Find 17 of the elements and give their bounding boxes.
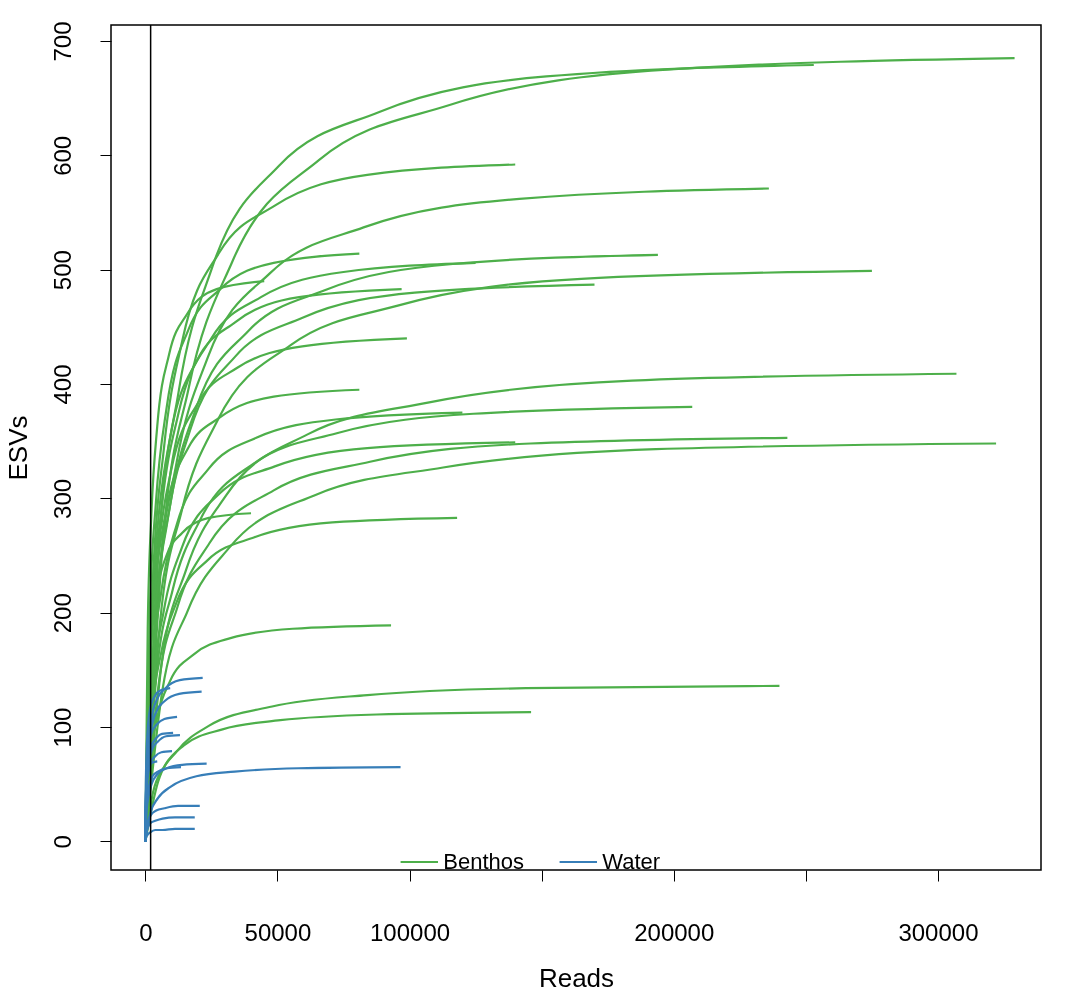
y-tick-label: 0 bbox=[48, 835, 76, 849]
y-axis-title: ESVs bbox=[2, 415, 33, 481]
y-tick-label: 500 bbox=[48, 250, 76, 291]
legend-label: Water bbox=[602, 849, 661, 874]
y-tick-label: 100 bbox=[48, 707, 76, 748]
x-tick-label: 0 bbox=[139, 918, 153, 946]
x-tick-label: 100000 bbox=[370, 918, 451, 946]
x-tick-label: 50000 bbox=[244, 918, 312, 946]
y-tick-label: 200 bbox=[48, 593, 76, 634]
y-tick-label: 300 bbox=[48, 478, 76, 519]
y-tick-label: 700 bbox=[48, 21, 76, 62]
x-tick-label: 300000 bbox=[898, 918, 979, 946]
y-tick-label: 400 bbox=[48, 364, 76, 405]
x-tick-label: 200000 bbox=[634, 918, 715, 946]
legend-label: Benthos bbox=[443, 849, 525, 874]
x-axis-title: Reads bbox=[538, 962, 615, 993]
y-tick-label: 600 bbox=[48, 135, 76, 176]
